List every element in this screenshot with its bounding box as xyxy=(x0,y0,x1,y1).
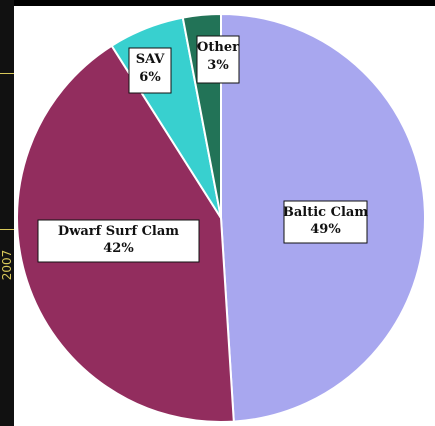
slice-label-box-other xyxy=(196,35,240,84)
slice-name-dwarf-surf-clam: Dwarf Surf Clam xyxy=(58,224,179,239)
slice-name-sav: SAV xyxy=(136,52,166,67)
slice-name-baltic-clam: Baltic Clam xyxy=(283,205,368,220)
slice-percent-other: 3% xyxy=(207,58,229,73)
pie-labels: Baltic Clam 49% Dwarf Surf Clam 42% SAV 6% Oth… xyxy=(37,35,368,263)
slice-name-other: Other xyxy=(197,40,239,55)
slice-label-box-baltic-clam xyxy=(283,200,368,244)
side-divider-bottom xyxy=(0,229,14,230)
slice-percent-dwarf-surf-clam: 42% xyxy=(103,241,134,256)
side-divider-top xyxy=(0,73,14,74)
side-strip: 2007 xyxy=(0,0,14,426)
slice-percent-sav: 6% xyxy=(139,70,161,85)
slice-label-box-dwarf-surf-clam xyxy=(37,219,200,263)
slice-label-box-sav xyxy=(128,47,172,94)
slice-percent-baltic-clam: 49% xyxy=(310,222,341,237)
